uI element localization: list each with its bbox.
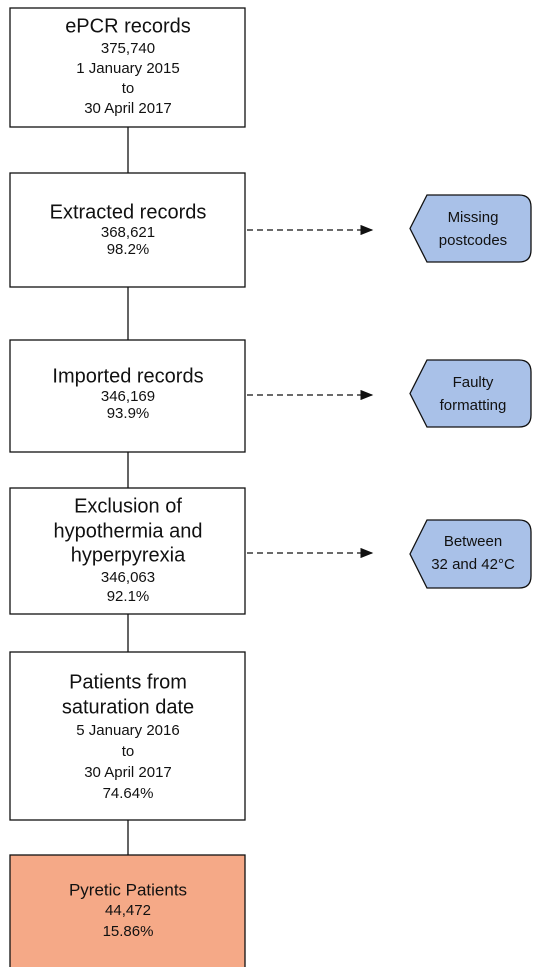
box-detail: 15.86%: [103, 923, 154, 940]
process-box: [9, 651, 246, 821]
note-shape: [409, 519, 532, 589]
box-title: ePCR records: [65, 15, 191, 37]
process-box: [9, 487, 246, 615]
box-detail: 30 April 2017: [84, 764, 172, 781]
box-title: Exclusion of: [74, 495, 182, 517]
note-text: Faulty: [453, 374, 494, 391]
box-title: Patients from: [69, 671, 187, 693]
box-detail: 368,621: [101, 224, 155, 241]
box-title: hypothermia and: [54, 520, 203, 542]
box-detail: 93.9%: [107, 405, 150, 422]
box-title: Imported records: [52, 365, 203, 387]
box-detail: 1 January 2015: [76, 60, 179, 77]
box-detail: to: [122, 80, 135, 97]
box-detail: 98.2%: [107, 241, 150, 258]
note-text: formatting: [440, 397, 507, 414]
box-title: saturation date: [62, 696, 194, 718]
process-box: [9, 854, 246, 967]
box-detail: 5 January 2016: [76, 722, 179, 739]
box-title: hyperpyrexia: [71, 544, 186, 566]
box-detail: 346,169: [101, 388, 155, 405]
note-text: 32 and 42°C: [431, 556, 515, 573]
box-detail: 92.1%: [107, 588, 150, 605]
box-detail: 30 April 2017: [84, 100, 172, 117]
note-text: postcodes: [439, 232, 507, 249]
box-detail: 44,472: [105, 902, 151, 919]
diagram-layer: ePCR records 375,740 1 January 2015 to 30 Ap…: [9, 7, 532, 967]
process-box: [9, 7, 246, 128]
process-box: [9, 339, 246, 453]
process-box: [9, 172, 246, 288]
note-text: Between: [444, 533, 502, 550]
box-title: Pyretic Patients: [69, 880, 187, 899]
note-shape: [409, 194, 532, 263]
box-detail: to: [122, 743, 135, 760]
note-text: Missing: [448, 209, 499, 226]
box-detail: 346,063: [101, 569, 155, 586]
box-title: Extracted records: [50, 201, 207, 223]
box-detail: 74.64%: [103, 785, 154, 802]
box-detail: 375,740: [101, 40, 155, 57]
note-shape: [409, 359, 532, 428]
